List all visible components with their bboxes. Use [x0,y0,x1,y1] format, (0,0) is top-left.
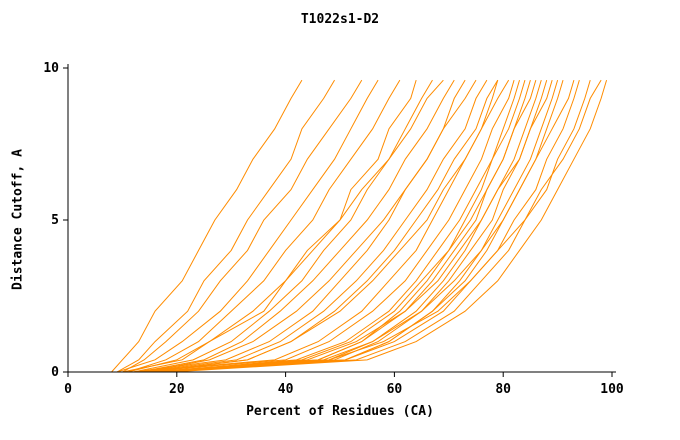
model-curve [133,79,433,373]
model-curve [133,80,499,373]
model-curve [155,80,580,373]
x-tick-label: 100 [600,382,624,397]
x-tick-label: 0 [64,382,72,397]
model-curve [144,79,477,373]
model-curve [155,80,553,373]
x-tick-label: 80 [495,382,511,397]
model-curve [116,79,335,373]
model-curve [171,80,608,373]
x-tick-label: 40 [278,382,294,397]
model-curve [138,79,488,373]
model-curve [127,79,444,373]
model-curve [165,80,591,373]
model-curve [133,79,466,373]
model-curve [111,79,303,373]
model-curve [144,79,510,373]
model-curve [165,80,575,373]
model-curve [127,79,401,373]
y-tick-label: 5 [51,213,59,228]
model-curve [154,80,526,373]
model-curve [138,79,455,373]
model-curve [144,80,531,373]
x-tick-label: 60 [387,382,403,397]
model-curve [160,79,602,373]
model-curve [122,79,363,373]
x-axis-label: Percent of Residues (CA) [246,404,434,419]
model-curve [154,80,537,373]
chart-title: T1022s1-D2 [300,12,380,27]
x-tick-label: 20 [169,382,185,397]
model-curve [160,80,564,373]
y-tick-label: 0 [51,365,59,380]
model-curve [116,79,379,373]
model-curve [138,80,515,373]
model-curve [122,80,417,373]
model-curve [160,80,548,373]
y-tick-label: 10 [43,61,59,76]
